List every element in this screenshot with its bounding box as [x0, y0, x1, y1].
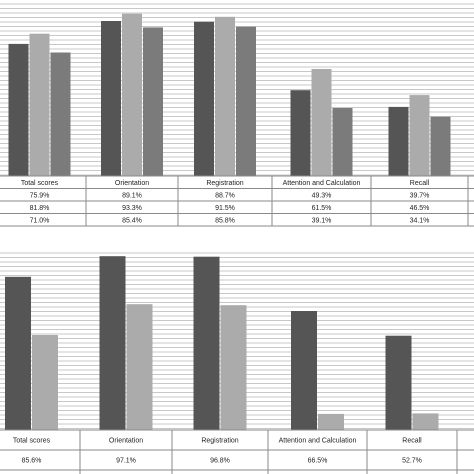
top-bar-s3-c3	[236, 26, 256, 177]
top-value-label-s3-c4: 39.1%	[312, 217, 332, 224]
bottom-category-label: Recall	[402, 438, 422, 445]
top-value-label-s1-c5: 39.7%	[410, 192, 430, 199]
bottom-bar-s1-c2	[99, 256, 126, 430]
bottom-category-label: Attention and Calculation	[279, 438, 357, 445]
top-value-label-s2-c1: 81.8%	[30, 205, 50, 212]
top-value-label-s2-c4: 61.5%	[312, 205, 332, 212]
top-bars	[8, 13, 451, 177]
top-category-label: Orientation	[115, 180, 149, 187]
bottom-category-label: Orientation	[109, 438, 143, 445]
bottom-bar-s2-c1	[32, 335, 58, 430]
top-bar-s3-c4	[332, 108, 353, 176]
top-category-label: Total scores	[21, 180, 59, 187]
top-bar-s3-c5	[430, 116, 451, 176]
top-value-label-s1-c1: 75.9%	[30, 192, 50, 199]
bottom-bars	[5, 256, 439, 430]
top-category-label: Registration	[206, 180, 243, 187]
bottom-value-label-s1-c4: 66.5%	[308, 458, 328, 465]
top-bar-s2-c4	[311, 69, 332, 176]
top-value-label-s3-c3: 85.8%	[215, 217, 235, 224]
top-bar-s1-c1	[8, 43, 29, 177]
bottom-chart: Total scores Orientation Registration Atten…	[0, 252, 474, 474]
top-value-label-s1-c3: 88.7%	[215, 192, 235, 199]
bottom-bar-s1-c1	[5, 276, 31, 430]
top-category-label: Recall	[410, 180, 430, 187]
bottom-category-label: Total scores	[13, 438, 51, 445]
bottom-bar-s2-c2	[126, 304, 153, 430]
top-bar-s2-c3	[215, 16, 235, 176]
bottom-bar-s2-c4	[318, 413, 344, 430]
top-value-label-s2-c3: 91.5%	[215, 205, 235, 212]
bottom-bar-s1-c4	[291, 311, 317, 430]
top-bar-s3-c2	[143, 27, 163, 177]
top-value-label-s1-c4: 49.3%	[312, 192, 332, 199]
bottom-value-label-s1-c5: 52.7%	[402, 458, 422, 465]
bottom-bar-s2-c5	[412, 413, 439, 430]
top-chart: Total scores Orientation Registration Atten…	[0, 3, 474, 227]
bottom-bar-s1-c3	[193, 256, 220, 430]
bottom-bar-s1-c5	[385, 335, 412, 430]
top-bar-s1-c5	[388, 106, 409, 176]
bottom-category-label: Registration	[201, 438, 238, 445]
top-bar-s2-c1	[29, 33, 50, 177]
top-bar-s1-c4	[290, 90, 311, 176]
top-bar-s3-c1	[50, 52, 71, 176]
bottom-value-label-s1-c2: 97.1%	[116, 458, 136, 465]
top-data-table: Total scores Orientation Registration Atten…	[0, 175, 474, 227]
bottom-bar-s2-c3	[220, 305, 247, 430]
top-bar-s1-c3	[194, 21, 214, 177]
top-bar-s1-c2	[101, 21, 121, 176]
top-value-label-s1-c2: 89.1%	[122, 192, 142, 199]
bottom-value-label-s1-c1: 85.6%	[22, 458, 42, 465]
top-bar-s2-c2	[122, 13, 142, 177]
top-value-label-s3-c1: 71.0%	[30, 217, 50, 224]
bottom-value-label-s1-c3: 96.8%	[210, 458, 230, 465]
top-category-label: Attention and Calculation	[283, 180, 361, 187]
top-value-label-s2-c2: 93.3%	[122, 205, 142, 212]
top-bar-s2-c5	[409, 95, 430, 176]
bottom-data-table: Total scores Orientation Registration Atten…	[0, 429, 474, 474]
top-value-label-s3-c2: 85.4%	[122, 217, 142, 224]
top-value-label-s2-c5: 46.5%	[410, 205, 430, 212]
top-value-label-s3-c5: 34.1%	[410, 217, 430, 224]
